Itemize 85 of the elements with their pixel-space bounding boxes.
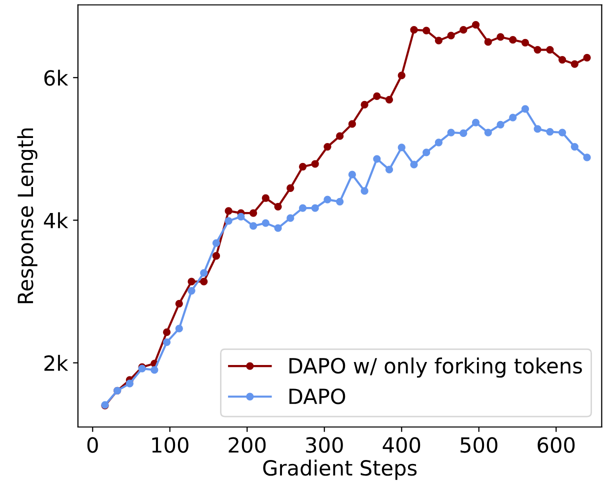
point — [583, 54, 591, 62]
y-tick-label: 6k — [44, 70, 68, 86]
point — [558, 128, 566, 136]
point — [212, 252, 220, 260]
point — [262, 194, 270, 202]
point — [422, 26, 430, 34]
point — [336, 198, 344, 206]
x-axis-title: Gradient Steps — [263, 460, 417, 480]
point — [509, 36, 517, 44]
point — [534, 46, 542, 54]
point — [200, 278, 208, 286]
point — [398, 144, 406, 152]
point — [311, 160, 319, 168]
point — [570, 60, 578, 68]
point — [212, 239, 220, 247]
x-tick-label: 200 — [228, 437, 266, 453]
point — [472, 21, 480, 29]
point — [126, 380, 134, 388]
point — [360, 100, 368, 109]
point — [398, 72, 406, 80]
point — [224, 217, 232, 225]
point — [348, 120, 356, 128]
point — [460, 129, 468, 138]
point — [188, 286, 196, 295]
point — [348, 170, 356, 178]
point — [298, 162, 307, 171]
point — [496, 33, 504, 41]
point — [286, 214, 294, 222]
point — [509, 114, 517, 122]
point — [188, 278, 196, 286]
point — [373, 155, 381, 163]
point — [298, 204, 307, 212]
y-axis-title: Response Length — [17, 128, 38, 304]
point — [360, 187, 368, 195]
point — [422, 148, 430, 156]
point — [336, 132, 344, 140]
point — [249, 222, 258, 230]
point — [434, 138, 443, 146]
y-tick-label: 4k — [44, 212, 68, 228]
x-tick-label: 600 — [538, 437, 575, 453]
point — [410, 160, 418, 168]
point — [162, 328, 171, 336]
point — [447, 128, 455, 136]
point — [521, 105, 530, 113]
point — [286, 184, 294, 192]
point — [373, 92, 381, 100]
point — [150, 366, 158, 374]
point — [274, 224, 282, 232]
point — [534, 125, 542, 133]
point — [570, 142, 578, 151]
point — [434, 36, 443, 44]
point — [472, 118, 480, 126]
x-tick-label: 400 — [382, 437, 420, 453]
point — [558, 56, 566, 64]
point — [484, 128, 492, 136]
point — [385, 166, 394, 174]
point — [162, 338, 171, 346]
x-tick-label: 500 — [460, 437, 498, 453]
point — [521, 38, 530, 46]
point — [175, 300, 183, 308]
point — [546, 46, 554, 54]
point — [311, 204, 319, 212]
point — [496, 120, 504, 128]
point — [237, 212, 245, 220]
point — [262, 219, 270, 227]
point — [484, 38, 492, 46]
point — [447, 32, 455, 40]
point — [175, 324, 183, 332]
y-tick-label: 2k — [44, 354, 68, 371]
point — [460, 26, 468, 34]
point — [249, 209, 258, 217]
point — [324, 196, 332, 204]
point — [200, 269, 208, 277]
legend-label: DAPO — [289, 388, 346, 404]
point — [224, 207, 232, 215]
x-tick-label: 100 — [152, 437, 188, 453]
point — [583, 154, 591, 162]
point — [546, 128, 554, 136]
point — [410, 26, 418, 34]
x-tick-label: 300 — [306, 437, 343, 453]
point — [274, 202, 282, 210]
point — [324, 142, 332, 151]
x-tick-label: 0 — [87, 437, 98, 453]
legend-label: DAPO w/ only forking tokens — [289, 358, 582, 378]
point — [385, 96, 394, 104]
